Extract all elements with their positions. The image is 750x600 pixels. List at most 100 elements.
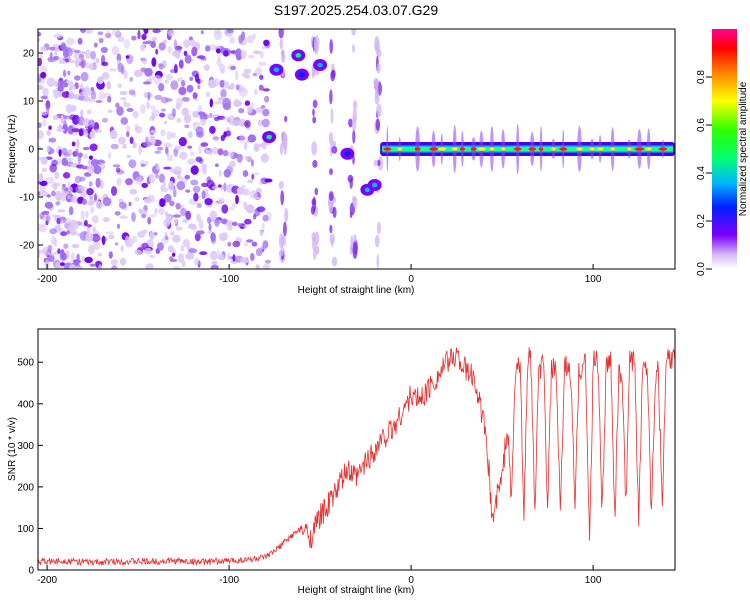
spectrogram-noise-speckle (166, 131, 172, 141)
spectrogram-noise-speckle (226, 126, 230, 132)
spectrogram-noise-speckle (44, 201, 54, 209)
spectrogram-noise-speckle (177, 253, 185, 264)
spectrogram-noise-speckle (69, 186, 73, 194)
spectrogram-noise-speckle (63, 152, 70, 157)
spectrogram-noise-speckle (88, 155, 93, 160)
spectrogram-noise-speckle (47, 244, 53, 252)
spectrogram-noise-speckle (165, 73, 173, 81)
snr-ytick-label: 100 (17, 524, 34, 535)
spectrogram-noise-speckle (134, 196, 140, 202)
spectrogram-noise-speckle (60, 114, 64, 124)
spectrogram-noise-speckle (125, 125, 131, 132)
spectrogram-noise-speckle (227, 241, 232, 247)
spectrogram-ytick-label: 0 (28, 145, 34, 156)
spectrogram-noise-speckle (84, 219, 88, 227)
spectrogram-noise-speckle (143, 197, 152, 204)
tone-peak (589, 147, 595, 151)
spectrogram-noise-speckle (252, 33, 257, 40)
spectrogram-noise-speckle (74, 175, 82, 184)
tone-peak (477, 147, 486, 151)
spectrogram-noise-speckle (145, 263, 154, 269)
spectrogram-streak (328, 132, 334, 145)
spectrogram-streak (373, 159, 379, 167)
spectrogram-noise-speckle (57, 248, 61, 254)
spectrogram-noise-speckle (233, 100, 243, 107)
spectrogram-blob (266, 134, 272, 140)
tone-peak (397, 147, 402, 151)
spectrogram-noise-speckle (69, 60, 75, 64)
spectrogram-noise-speckle (46, 145, 51, 153)
spectrogram-noise-speckle (39, 65, 48, 74)
spectrogram-noise-speckle (238, 108, 245, 114)
spectrogram-noise-speckle (187, 145, 193, 149)
spectrogram-noise-speckle (235, 48, 242, 59)
spectrogram-noise-speckle (160, 184, 165, 191)
spectrogram-noise-speckle (187, 158, 196, 165)
spectrogram-noise-speckle (221, 204, 229, 214)
spectrogram-noise-speckle (152, 29, 161, 33)
spectrogram-noise-speckle (165, 146, 169, 155)
spectrogram-xlabel: Height of straight line (km) (298, 285, 415, 296)
spectrogram-noise-speckle (57, 80, 66, 89)
snr-panel: -200 -100 0 100 0 100 200 300 400 500 Height of s… (7, 328, 676, 596)
spectrogram-noise-speckle (262, 263, 270, 269)
spectrogram-streak (374, 91, 380, 105)
spectrogram-blob (299, 72, 305, 77)
spectrogram-noise-speckle (128, 201, 132, 207)
spectrogram-noise-speckle (214, 100, 222, 105)
spectrogram-noise-speckle (242, 188, 250, 196)
colorbar: 0.0 0.2 0.4 0.6 0.8 Normalized spectral ampl… (696, 29, 749, 276)
tone-band-core (382, 147, 673, 151)
spectrogram-streak (377, 159, 381, 167)
spectrogram-noise-speckle (255, 106, 264, 113)
spectrogram-noise-speckle (71, 141, 76, 147)
spectrogram-noise-speckle (176, 97, 183, 108)
spectrogram-noise-speckle (74, 49, 81, 54)
spectrogram-streak (331, 146, 338, 154)
spectrogram-noise-speckle (141, 182, 148, 189)
spectrogram-noise-speckle (218, 170, 223, 178)
spectrogram-noise-speckle (38, 225, 47, 233)
spectrogram-noise-speckle (231, 221, 238, 226)
spectrogram-noise-speckle (111, 45, 120, 56)
spectrogram-noise-speckle (167, 46, 173, 54)
spectrogram-noise-speckle (210, 232, 216, 242)
spectrogram-noise-speckle (182, 238, 190, 248)
spectrogram-noise-speckle (219, 79, 225, 88)
spectrogram-noise-speckle (191, 46, 198, 57)
spectrogram-noise-speckle (63, 120, 67, 129)
spectrogram-noise-speckle (170, 80, 179, 90)
tone-peak (646, 147, 652, 151)
spectrogram-noise-speckle (178, 86, 187, 96)
spectrogram-noise-speckle (137, 230, 146, 238)
spectrogram-noise-speckle (226, 29, 234, 34)
spectrogram-noise-speckle (223, 50, 229, 57)
spectrogram-noise-speckle (176, 77, 184, 83)
tone-peak (459, 147, 466, 151)
spectrogram-noise-speckle (117, 62, 124, 73)
spectrogram-noise-speckle (101, 235, 106, 246)
spectrogram-noise-speckle (79, 51, 86, 55)
spectrogram-streak (353, 234, 357, 243)
spectrogram-noise-speckle (148, 175, 155, 184)
spectrogram-noise-speckle (235, 70, 239, 81)
spectrogram-noise-speckle (80, 59, 85, 69)
spectrogram-noise-speckle (186, 84, 194, 93)
spectrogram-noise-speckle (156, 164, 160, 171)
spectrogram-noise-speckle (154, 94, 163, 100)
spectrogram-noise-speckle (149, 231, 155, 240)
spectrogram-noise-speckle (102, 197, 112, 207)
spectrogram-noise-speckle (74, 75, 81, 81)
spectrogram-noise-speckle (119, 257, 127, 266)
spectrogram-noise-speckle (150, 130, 157, 134)
spectrogram-noise-speckle (80, 71, 89, 82)
spectrogram-noise-speckle (210, 250, 218, 261)
spectrogram-noise-speckle (209, 98, 213, 108)
spectrogram-noise-speckle (89, 131, 94, 139)
spectrogram-noise-speckle (163, 180, 167, 188)
spectrogram-noise-speckle (221, 218, 228, 225)
spectrogram-streak (311, 141, 317, 156)
spectrogram-noise-speckle (260, 245, 264, 250)
spectrogram-noise-speckle (76, 253, 80, 262)
spectrogram-noise-speckle (150, 40, 157, 49)
